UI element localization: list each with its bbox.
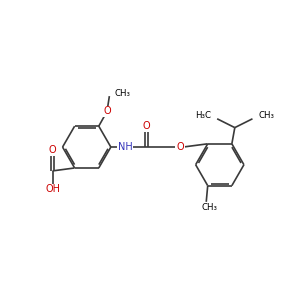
Text: CH₃: CH₃ xyxy=(202,202,218,211)
Text: OH: OH xyxy=(45,184,60,194)
Text: H₃C: H₃C xyxy=(195,111,211,120)
Text: O: O xyxy=(103,106,111,116)
Text: O: O xyxy=(49,145,56,155)
Text: CH₃: CH₃ xyxy=(259,111,275,120)
Text: CH₃: CH₃ xyxy=(115,89,131,98)
Text: O: O xyxy=(176,142,184,152)
Text: O: O xyxy=(143,122,150,131)
Text: NH: NH xyxy=(118,142,132,152)
